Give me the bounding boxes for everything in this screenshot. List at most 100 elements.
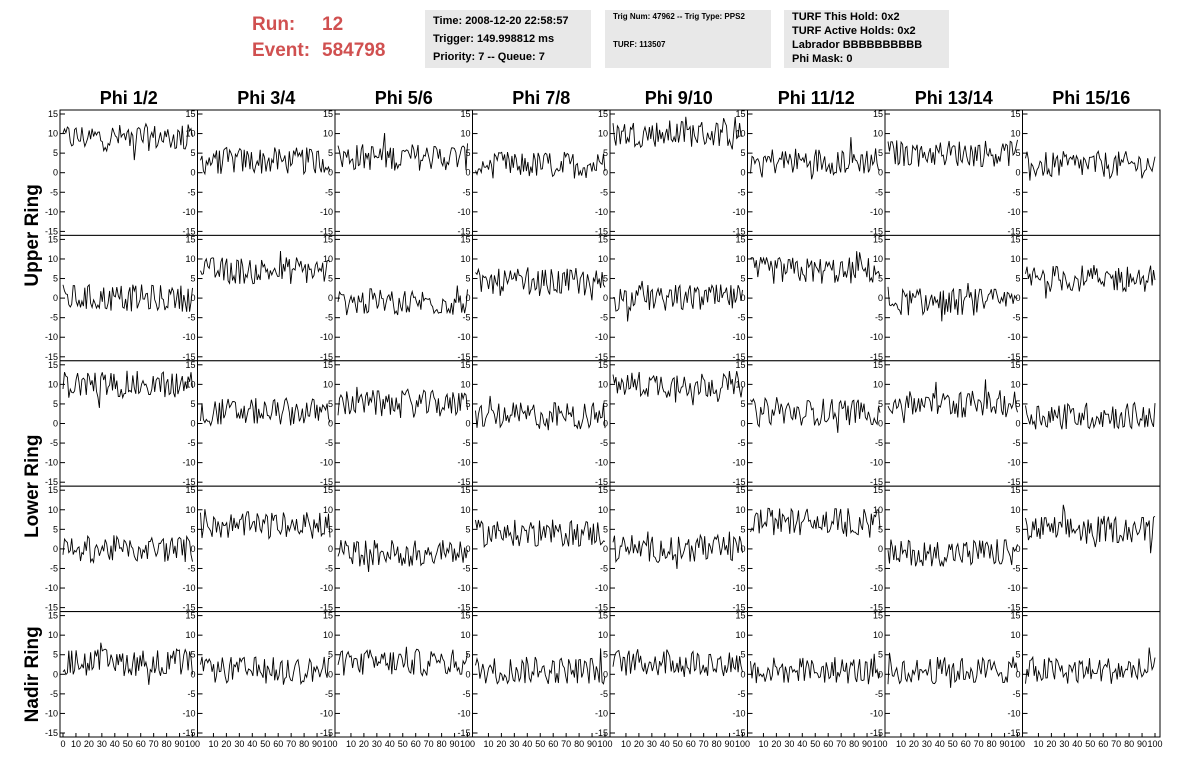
x-tick-label: 20 xyxy=(634,739,644,749)
y-tick-label: 10 xyxy=(873,630,883,640)
y-tick-label: 10 xyxy=(323,505,333,515)
y-tick-label: -15 xyxy=(457,603,470,613)
y-tick-label: 0 xyxy=(1015,293,1020,303)
y-tick-label: 15 xyxy=(185,234,195,244)
x-tick-label: 80 xyxy=(162,739,172,749)
y-tick-label: 10 xyxy=(1010,630,1020,640)
y-tick-label: -10 xyxy=(732,583,745,593)
x-tick-label: 90 xyxy=(587,739,597,749)
cell-frame xyxy=(197,611,336,738)
trace-r2-c5 xyxy=(612,280,743,322)
y-tick-label: -5 xyxy=(1012,313,1020,323)
y-tick-label: 10 xyxy=(1010,505,1020,515)
y-tick-label: 5 xyxy=(878,148,883,158)
y-tick-label: 15 xyxy=(598,234,608,244)
x-tick-label: 10 xyxy=(896,739,906,749)
y-tick-label: 5 xyxy=(603,650,608,660)
x-tick-label: 30 xyxy=(234,739,244,749)
waveform-cell-r1-c3: 15 10 5 0 -5 -10 -15 xyxy=(320,109,473,236)
y-tick-label: -10 xyxy=(1007,583,1020,593)
y-tick-label: -5 xyxy=(187,563,195,573)
y-tick-label: 10 xyxy=(735,254,745,264)
y-tick-label: 10 xyxy=(185,254,195,264)
y-tick-label: 5 xyxy=(53,650,58,660)
time-info-panel: Time: 2008-12-20 22:58:57 Trigger: 149.9… xyxy=(425,10,591,68)
y-tick-label: 0 xyxy=(190,544,195,554)
cell-frame xyxy=(609,234,748,362)
x-tick-label: 10 xyxy=(346,739,356,749)
y-tick-label: 5 xyxy=(328,148,333,158)
x-tick-label: 70 xyxy=(149,739,159,749)
x-tick-label: 30 xyxy=(372,739,382,749)
x-tick-label: 40 xyxy=(935,739,945,749)
trace-r5-c5 xyxy=(612,649,743,677)
y-tick-label: 5 xyxy=(878,399,883,409)
trace-r3-c3 xyxy=(337,386,468,419)
waveform-cell-r2-c1: 15 10 5 0 -5 -10 -15 xyxy=(45,234,198,362)
trace-r4-c3 xyxy=(337,540,468,573)
y-tick-label: -5 xyxy=(600,563,608,573)
trace-r1-c7 xyxy=(887,139,1018,167)
x-tick-label: 80 xyxy=(299,739,309,749)
y-tick-label: 15 xyxy=(185,485,195,495)
y-tick-label: -5 xyxy=(462,313,470,323)
y-tick-label: 0 xyxy=(190,168,195,178)
trig-info-panel: Trig Num: 47962 -- Trig Type: PPS2 TURF:… xyxy=(605,10,771,68)
cell-frame xyxy=(884,109,1023,236)
y-tick-label: 10 xyxy=(48,129,58,139)
y-tick-label: 15 xyxy=(598,611,608,621)
y-tick-label: -15 xyxy=(45,477,58,487)
y-tick-label: 0 xyxy=(53,419,58,429)
y-tick-label: 0 xyxy=(328,293,333,303)
trace-r2-c7 xyxy=(887,283,1018,322)
y-tick-label: 5 xyxy=(740,524,745,534)
y-tick-label: 15 xyxy=(185,611,195,621)
y-tick-label: 0 xyxy=(740,419,745,429)
y-tick-label: 0 xyxy=(1015,544,1020,554)
y-tick-label: -5 xyxy=(1012,187,1020,197)
y-tick-label: 10 xyxy=(873,379,883,389)
y-tick-label: -15 xyxy=(870,226,883,236)
x-tick-label: 100 xyxy=(1147,739,1162,749)
y-tick-label: 15 xyxy=(735,234,745,244)
y-tick-label: -15 xyxy=(870,477,883,487)
y-tick-label: 5 xyxy=(190,148,195,158)
ring-label-3: Nadir Ring xyxy=(22,626,43,722)
y-tick-label: 0 xyxy=(878,419,883,429)
waveform-cell-r5-c3: 15 10 5 0 -5 -10 -15 xyxy=(320,611,473,738)
trace-r2-c4 xyxy=(475,267,606,301)
waveform-cell-r4-c4: 15 10 5 0 -5 -10 -15 xyxy=(457,485,611,613)
waveform-cell-r5-c1: 15 10 5 0 -5 -10 -15 xyxy=(45,611,198,738)
trace-r3-c5 xyxy=(612,370,743,406)
y-tick-label: 10 xyxy=(1010,379,1020,389)
phi-mask-text: Phi Mask: 0 xyxy=(792,53,853,65)
x-tick-label: 70 xyxy=(561,739,571,749)
x-tick-label: 80 xyxy=(1124,739,1134,749)
x-tick-label: 20 xyxy=(496,739,506,749)
cell-frame xyxy=(747,360,886,487)
cell-frame xyxy=(609,611,748,738)
cell-frame xyxy=(197,485,336,613)
event-value: 584798 xyxy=(322,40,386,61)
y-tick-label: 15 xyxy=(185,360,195,370)
x-tick-label: 10 xyxy=(208,739,218,749)
y-tick-label: 5 xyxy=(1015,650,1020,660)
x-tick-label: 80 xyxy=(987,739,997,749)
cell-frame xyxy=(472,360,611,487)
x-tick-label: 10 xyxy=(483,739,493,749)
trace-r5-c1 xyxy=(62,642,193,685)
y-tick-label: 15 xyxy=(735,485,745,495)
x-tick-label: 60 xyxy=(961,739,971,749)
y-tick-label: 15 xyxy=(873,485,883,495)
y-tick-label: -15 xyxy=(1007,728,1020,738)
y-tick-label: -5 xyxy=(737,438,745,448)
cell-frame xyxy=(747,485,886,613)
y-tick-label: -5 xyxy=(600,313,608,323)
y-tick-label: 0 xyxy=(328,669,333,679)
y-tick-label: 0 xyxy=(190,293,195,303)
y-tick-label: -15 xyxy=(45,226,58,236)
turf-info-panel: TURF This Hold: 0x2 TURF Active Holds: 0… xyxy=(784,10,949,68)
x-tick-label: 60 xyxy=(136,739,146,749)
waveform-cell-r3-c6: 15 10 5 0 -5 -10 -15 xyxy=(732,360,886,487)
x-tick-label: 20 xyxy=(359,739,369,749)
